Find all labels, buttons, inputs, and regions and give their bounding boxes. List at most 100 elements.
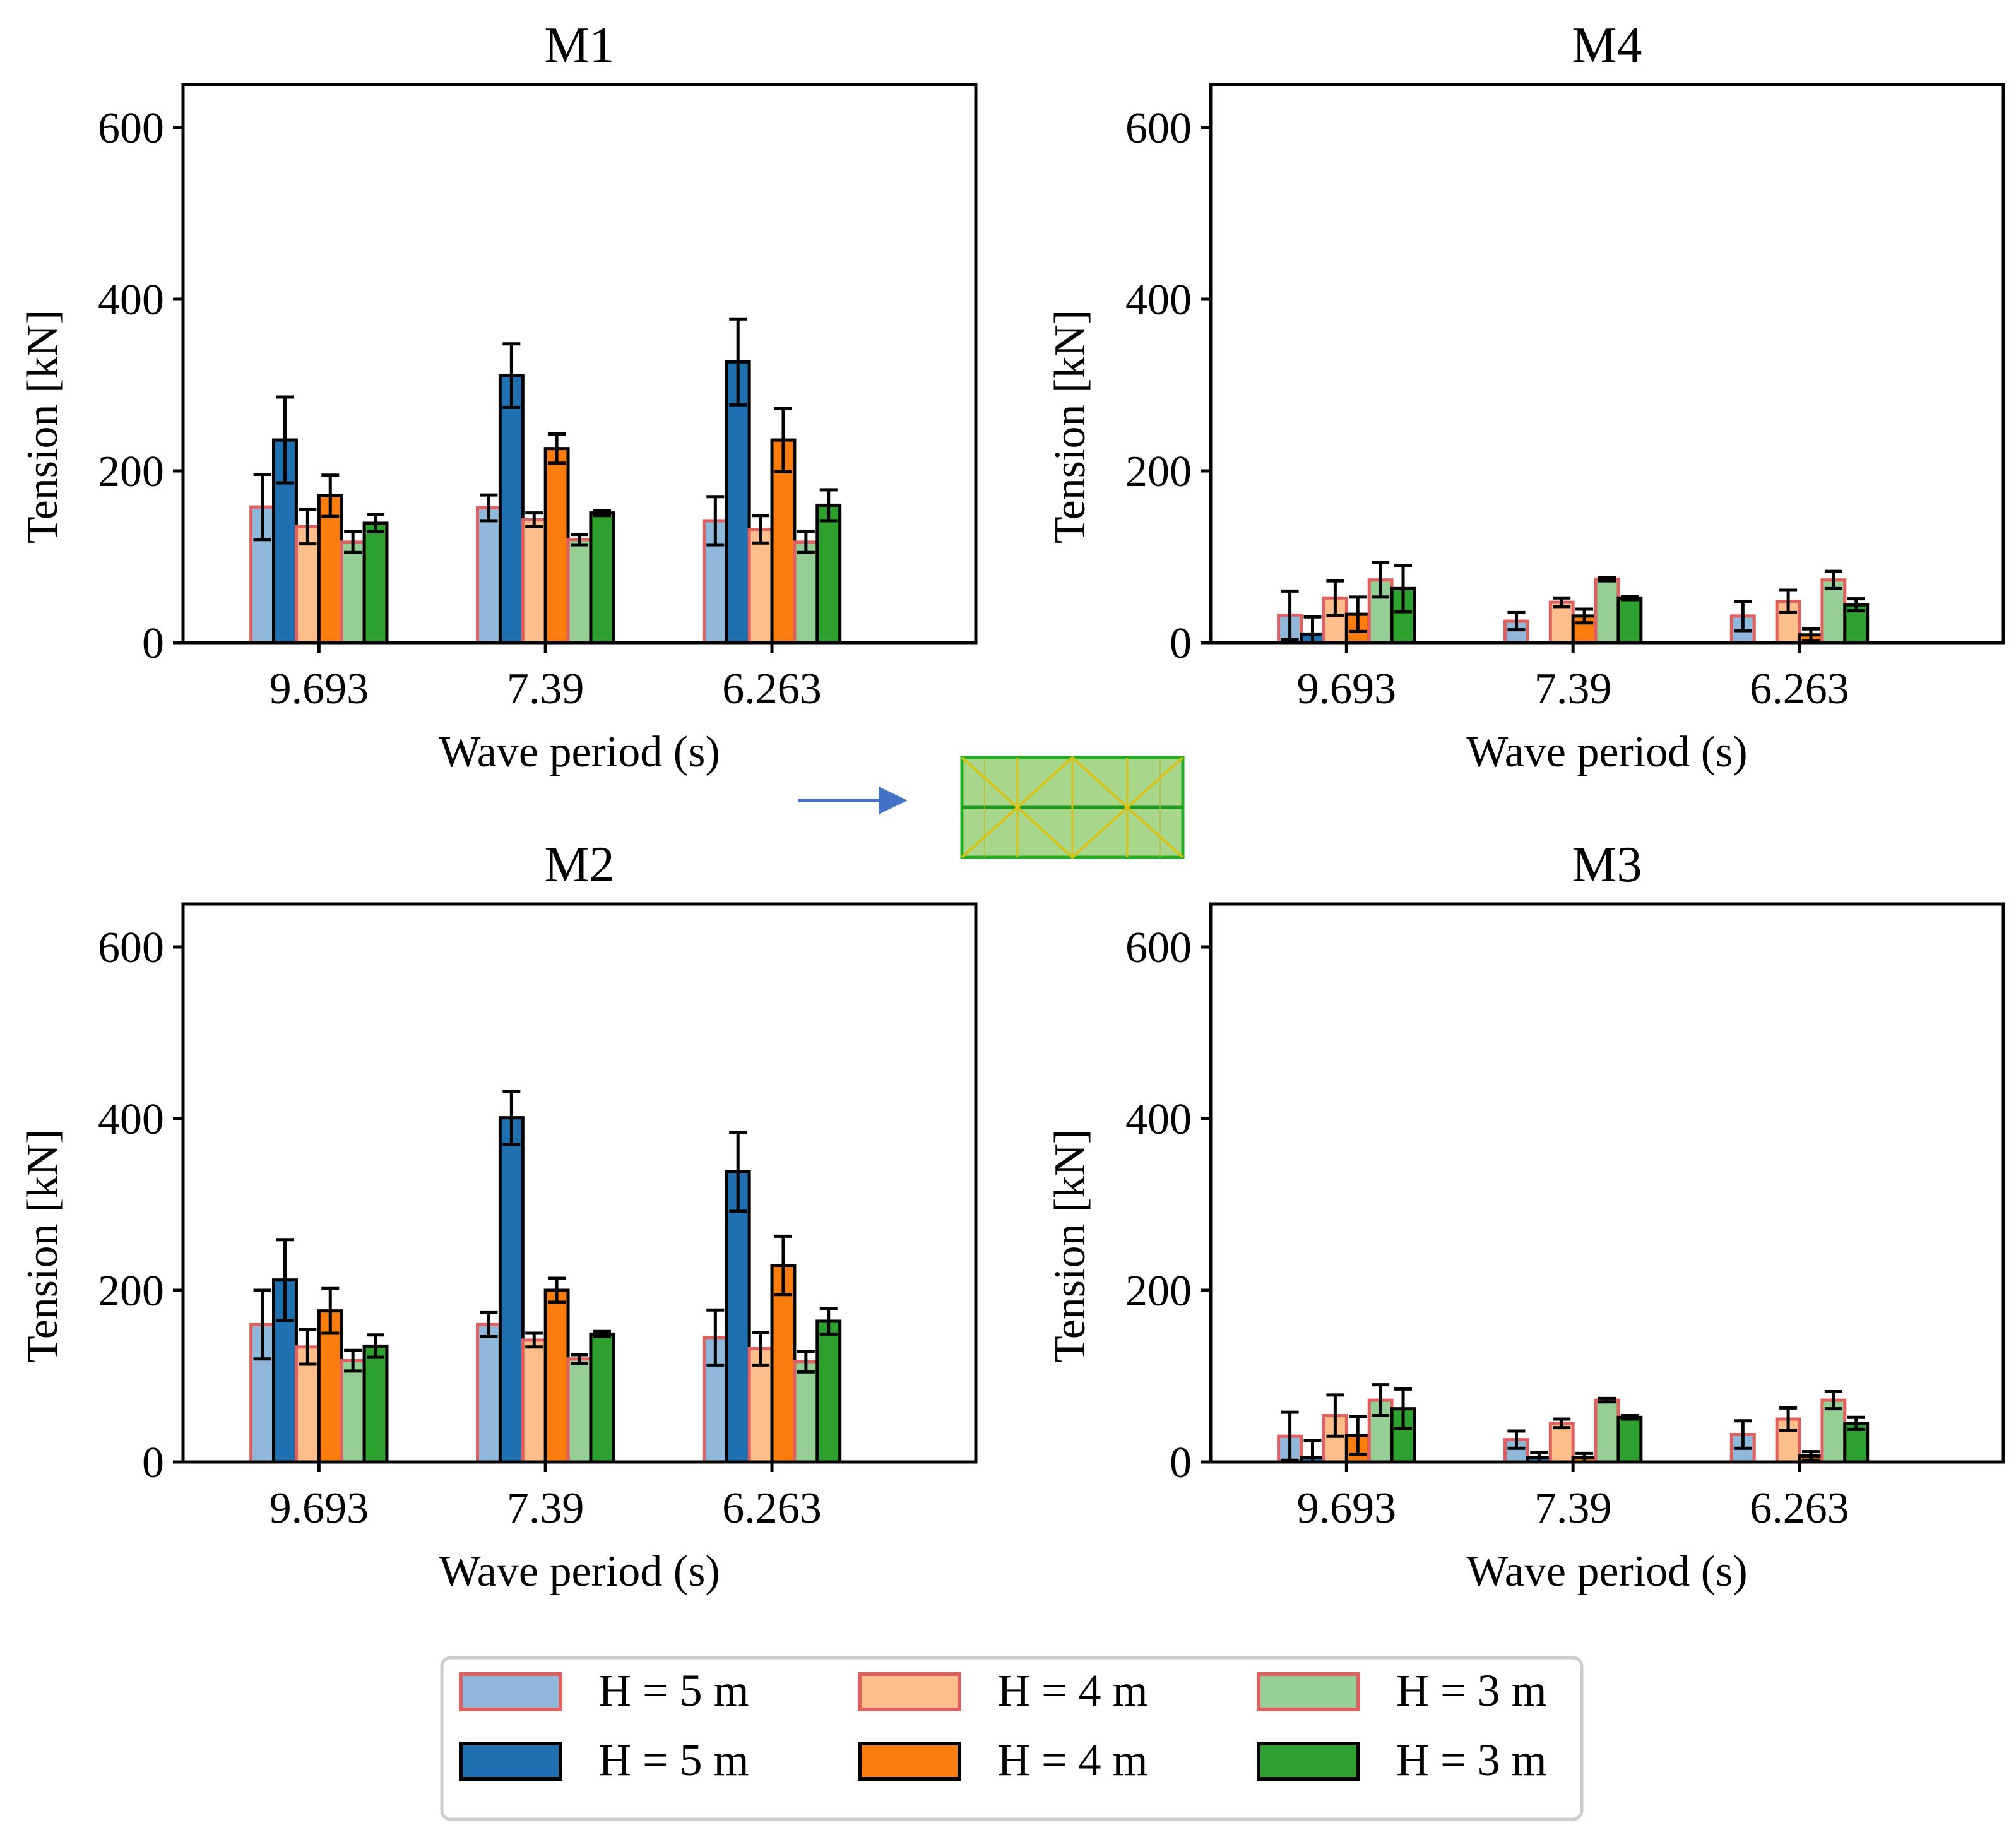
bar-m4-s5-c1 xyxy=(1616,596,1643,645)
axes-frame xyxy=(1209,83,2005,645)
error-bar xyxy=(774,1234,792,1297)
y-tick-label: 200 xyxy=(98,448,164,496)
legend-label: H = 4 m xyxy=(997,1735,1148,1785)
legend-item: H = 4 m xyxy=(858,1665,1148,1716)
legend: H = 5 m H = 4 m H = 3 m H = 5 m H = 4 m H = 3… xyxy=(440,1656,1584,1821)
error-bar xyxy=(1326,579,1344,617)
error-bar xyxy=(1620,595,1639,602)
error-bar xyxy=(1598,576,1616,583)
error-bar xyxy=(706,1308,725,1367)
axes-frame xyxy=(1209,902,2005,1464)
bar-m2-s0-c1 xyxy=(476,1322,502,1464)
y-tick-label: 400 xyxy=(98,1095,164,1144)
y-tick-label: 600 xyxy=(1125,924,1192,972)
error-bar xyxy=(1779,588,1798,614)
bar-m2-s1-c2 xyxy=(725,1170,751,1464)
bar-m1-s4-c2 xyxy=(793,540,819,645)
error-bar xyxy=(774,407,792,473)
error-bar xyxy=(819,488,838,523)
error-bar xyxy=(706,495,725,547)
bar-m2-s5-c1 xyxy=(589,1332,615,1464)
legend-swatch xyxy=(1257,1672,1360,1711)
error-bar xyxy=(1598,1396,1616,1404)
error-bar xyxy=(1801,627,1820,643)
bar-m1-s4-c1 xyxy=(566,538,593,645)
error-bar xyxy=(1326,1393,1344,1438)
y-tick-label: 0 xyxy=(1170,619,1192,668)
bar-m2-s3-c1 xyxy=(543,1288,570,1464)
error-bar xyxy=(1372,561,1390,599)
error-bar xyxy=(593,509,611,518)
error-bar xyxy=(752,514,770,545)
error-bar xyxy=(344,530,362,554)
error-bar xyxy=(276,395,294,485)
bar-m3-s5-c1 xyxy=(1616,1415,1643,1464)
bar-m1-s0-c1 xyxy=(476,506,502,645)
error-bar xyxy=(593,1329,611,1338)
y-tick-label: 400 xyxy=(1125,276,1192,324)
x-tick-label: 9.693 xyxy=(270,1484,369,1533)
error-bar xyxy=(729,317,747,407)
x-tick-label: 9.693 xyxy=(1297,665,1397,713)
chart-title: M3 xyxy=(1572,837,1642,893)
y-tick-label: 600 xyxy=(1125,104,1192,153)
x-axis-label: Wave period (s) xyxy=(1466,728,1747,776)
x-tick-label: 6.263 xyxy=(1750,1484,1849,1533)
error-bar xyxy=(1734,1419,1752,1450)
bar-m1-s4-c0 xyxy=(340,540,366,645)
error-bar xyxy=(276,1238,294,1322)
error-bar xyxy=(299,1328,317,1366)
error-bar xyxy=(1734,600,1752,633)
y-tick-label: 200 xyxy=(98,1267,164,1316)
bar-m1-s2-c2 xyxy=(747,527,774,645)
legend-label: H = 5 m xyxy=(598,1665,749,1716)
legend-swatch xyxy=(1257,1742,1360,1781)
bar-m2-s4-c2 xyxy=(793,1360,819,1464)
bar-m2-s4-c0 xyxy=(340,1359,366,1464)
error-bar xyxy=(1349,595,1367,633)
y-tick-label: 0 xyxy=(1170,1439,1192,1487)
bar-m4-s4-c2 xyxy=(1820,578,1847,645)
y-tick-label: 400 xyxy=(98,276,164,324)
axes-frame xyxy=(181,902,978,1464)
error-bar xyxy=(1507,1429,1526,1450)
error-bar xyxy=(1847,1415,1865,1431)
error-bar xyxy=(819,1307,838,1336)
wave-direction-arrow-icon xyxy=(798,787,908,814)
bar-m1-s1-c1 xyxy=(498,374,525,645)
error-bar xyxy=(1553,596,1571,609)
error-bar xyxy=(1847,597,1865,613)
error-bar xyxy=(367,1333,385,1359)
x-tick-label: 7.39 xyxy=(507,665,584,713)
error-bar xyxy=(1394,1387,1413,1430)
error-bar xyxy=(571,533,588,547)
x-tick-label: 6.263 xyxy=(722,665,822,713)
x-axis-label: Wave period (s) xyxy=(439,1547,720,1596)
error-bar xyxy=(1553,1417,1571,1430)
bar-m2-s2-c1 xyxy=(521,1338,547,1464)
bar-m2-s1-c1 xyxy=(498,1116,525,1464)
legend-item: H = 3 m xyxy=(1257,1735,1547,1785)
error-bar xyxy=(1824,569,1842,590)
y-axis-label: Tension [kN] xyxy=(1046,1129,1094,1363)
legend-label: H = 3 m xyxy=(1396,1735,1547,1785)
x-tick-label: 7.39 xyxy=(1534,1484,1612,1533)
x-tick-label: 9.693 xyxy=(270,665,369,713)
x-axis-label: Wave period (s) xyxy=(1466,1547,1747,1596)
error-bar xyxy=(548,432,566,465)
y-tick-label: 600 xyxy=(98,924,164,972)
error-bar xyxy=(502,342,521,409)
error-bar xyxy=(1620,1414,1639,1421)
legend-swatch xyxy=(459,1742,562,1781)
bar-m1-s5-c0 xyxy=(362,521,389,645)
error-bar xyxy=(253,1288,271,1361)
error-bar xyxy=(321,473,340,518)
error-bar xyxy=(253,472,271,542)
bar-m2-s4-c1 xyxy=(566,1357,593,1464)
chart-title: M2 xyxy=(544,837,614,893)
legend-label: H = 5 m xyxy=(598,1735,749,1785)
